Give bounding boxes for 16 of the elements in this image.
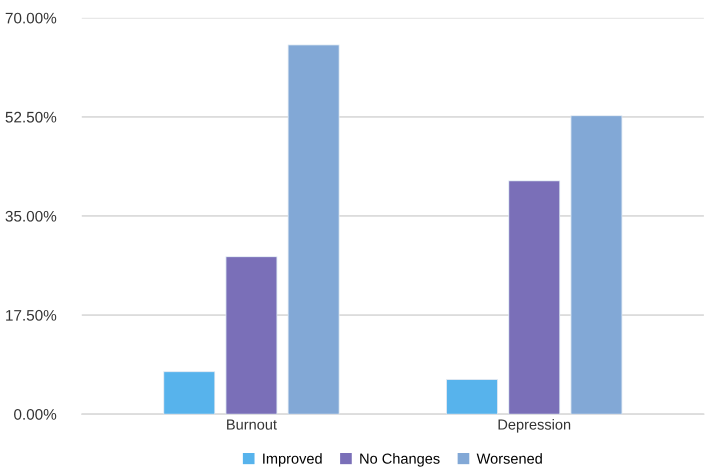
bar — [446, 379, 498, 414]
y-tick-label: 70.00% — [6, 12, 56, 24]
bar — [508, 180, 560, 414]
bar — [163, 371, 216, 414]
y-tick-label: 52.50% — [6, 112, 56, 123]
y-tick-label: 0.00% — [14, 408, 56, 420]
legend-label: Improved — [263, 453, 322, 467]
bar — [226, 256, 278, 414]
legend-label: No Changes — [360, 453, 440, 467]
legend-label: Worsened — [476, 453, 542, 464]
bar — [570, 115, 622, 414]
x-tick-label: Burnout — [227, 420, 277, 430]
y-tick-label: 17.50% — [6, 310, 56, 321]
bar — [288, 44, 340, 414]
x-tick-label: Depression — [498, 418, 570, 433]
y-tick-label: 35.00% — [6, 210, 56, 222]
